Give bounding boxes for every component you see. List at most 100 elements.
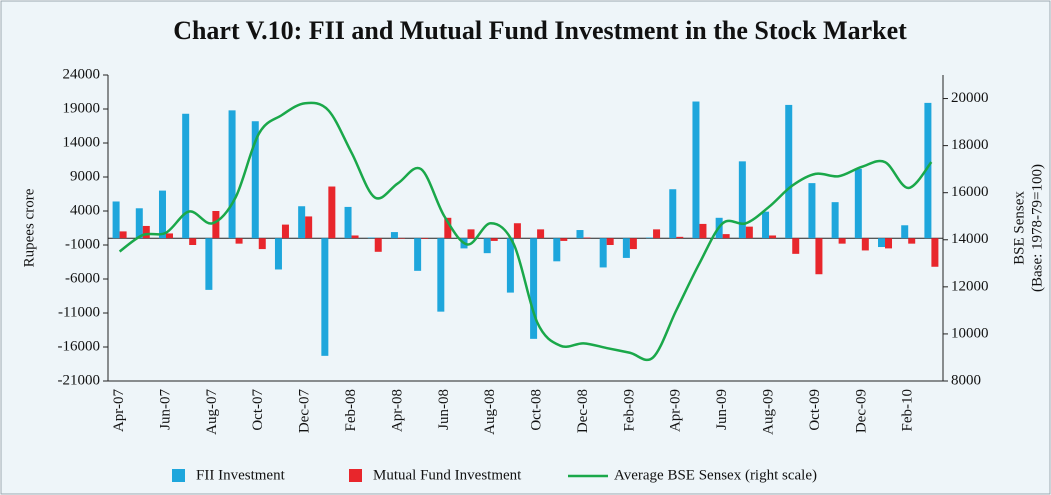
bar xyxy=(421,238,429,239)
bar xyxy=(722,234,730,239)
bar xyxy=(854,168,862,239)
bar xyxy=(235,238,243,244)
bar xyxy=(513,223,521,239)
bar xyxy=(258,238,266,250)
bar xyxy=(762,211,770,239)
x-tick-label: Apr-08 xyxy=(389,389,405,432)
y2-tick-label: 12000 xyxy=(951,278,989,294)
bar xyxy=(374,238,382,252)
chart-title: Chart V.10: FII and Mutual Fund Investme… xyxy=(173,16,907,45)
bar xyxy=(676,236,684,239)
y2-tick-label: 16000 xyxy=(951,184,989,200)
bar xyxy=(599,238,607,268)
bar xyxy=(444,217,452,239)
bar xyxy=(228,110,236,239)
bar xyxy=(397,238,405,239)
bar xyxy=(838,238,846,244)
y2-tick-label: 20000 xyxy=(951,90,989,106)
bar xyxy=(769,235,777,239)
bar xyxy=(305,216,313,239)
bar xyxy=(831,202,839,239)
x-tick-label: Aug-08 xyxy=(482,389,498,435)
bar xyxy=(281,224,289,239)
bar xyxy=(344,206,352,239)
bar xyxy=(885,238,893,249)
bar xyxy=(298,206,306,239)
y-tick-label: 4000 xyxy=(70,202,100,218)
y2-axis-title: (Base: 1978-79=100) xyxy=(1029,164,1045,292)
bar xyxy=(924,102,932,239)
legend-label: FII Investment xyxy=(196,467,286,483)
bar xyxy=(560,238,568,241)
bar xyxy=(785,104,793,239)
bar xyxy=(490,238,498,241)
bar xyxy=(878,238,886,248)
y-tick-label: 14000 xyxy=(63,134,101,150)
y2-tick-label: 18000 xyxy=(951,137,989,153)
x-tick-label: Dec-08 xyxy=(575,389,591,433)
legend-swatch xyxy=(349,469,362,482)
bar xyxy=(646,237,654,239)
y2-tick-label: 14000 xyxy=(951,231,989,247)
bar xyxy=(467,229,475,239)
y-axis-title: Rupees crore xyxy=(21,188,37,267)
line xyxy=(118,101,933,362)
bar xyxy=(142,225,150,239)
y-tick-label: 19000 xyxy=(63,100,101,116)
y-tick-label: -16000 xyxy=(58,338,101,354)
bar xyxy=(321,238,329,356)
bar xyxy=(792,238,800,254)
bar xyxy=(274,238,282,270)
bar xyxy=(669,189,677,239)
bar xyxy=(328,186,336,239)
bar xyxy=(212,211,220,239)
bar xyxy=(251,121,259,239)
y2-axis-title: BSE Sensex xyxy=(1011,191,1027,265)
bar xyxy=(629,238,637,250)
x-tick-label: Jun-07 xyxy=(157,389,173,430)
x-tick-label: Aug-07 xyxy=(204,389,220,435)
bar xyxy=(931,238,939,267)
y-tick-label: -21000 xyxy=(58,372,101,388)
y-tick-label: -11000 xyxy=(58,304,100,320)
bar xyxy=(606,238,614,245)
bar xyxy=(808,183,816,239)
bar xyxy=(553,238,561,262)
legend-label: Mutual Fund Investment xyxy=(373,467,522,483)
x-tick-label: Dec-09 xyxy=(853,389,869,433)
y2-tick-label: 8000 xyxy=(951,372,981,388)
bar xyxy=(815,238,823,275)
x-tick-label: Dec-07 xyxy=(297,389,313,434)
bar xyxy=(530,238,538,339)
bar xyxy=(622,238,630,258)
x-tick-label: Apr-09 xyxy=(668,389,684,432)
bar xyxy=(437,238,445,312)
x-tick-label: Jun-09 xyxy=(714,389,730,430)
y-tick-label: 9000 xyxy=(70,168,100,184)
x-tick-label: Feb-09 xyxy=(621,389,637,432)
bar xyxy=(908,238,916,244)
x-tick-label: Feb-08 xyxy=(343,389,359,432)
bar xyxy=(390,232,398,239)
x-tick-label: Oct-09 xyxy=(807,389,823,431)
y-tick-label: -1000 xyxy=(65,236,100,252)
bar xyxy=(653,229,661,239)
bar xyxy=(158,190,166,239)
bar xyxy=(738,161,746,239)
bar xyxy=(483,238,491,254)
bar xyxy=(699,223,707,239)
bar xyxy=(182,113,190,239)
bar xyxy=(165,233,173,239)
legend-swatch xyxy=(172,469,185,482)
bar xyxy=(537,229,545,239)
bar xyxy=(189,238,197,245)
y-tick-label: -6000 xyxy=(65,270,100,286)
y2-tick-label: 10000 xyxy=(951,325,989,341)
bar xyxy=(901,225,909,239)
x-tick-label: Oct-07 xyxy=(250,389,266,431)
x-tick-label: Apr-07 xyxy=(111,389,127,433)
bar xyxy=(861,238,869,251)
bar xyxy=(112,201,120,239)
bar xyxy=(119,231,127,239)
